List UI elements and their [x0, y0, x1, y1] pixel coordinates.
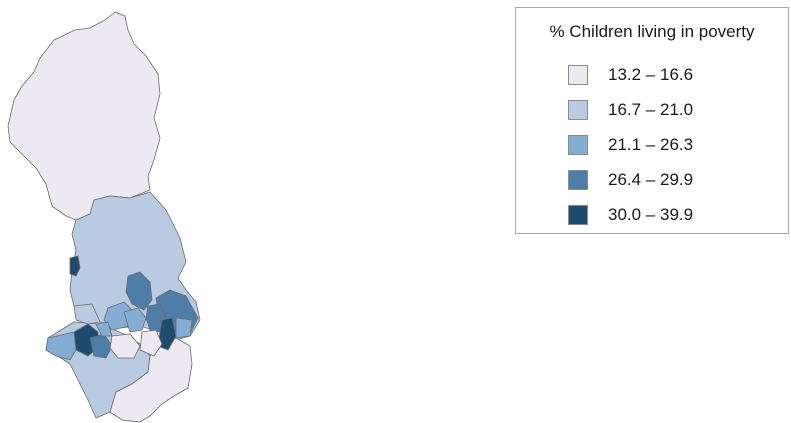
- legend-range-label: 26.4 – 29.9: [608, 170, 694, 189]
- region-coastal-town: [69, 255, 81, 277]
- region-district-a: [125, 271, 153, 311]
- region-district-m: [73, 303, 101, 325]
- region-north: [7, 11, 161, 221]
- region-district-f: [157, 317, 177, 351]
- region-district-g: [139, 329, 163, 357]
- region-district-n: [95, 321, 113, 337]
- legend-swatch: [568, 100, 588, 120]
- legend-range-label: 21.1 – 26.3: [608, 135, 694, 154]
- choropleth-map: [7, 11, 201, 423]
- region-district-k: [45, 331, 77, 361]
- legend-swatch: [568, 170, 588, 190]
- legend-range-label: 16.7 – 21.0: [608, 100, 694, 119]
- region-district-h: [175, 317, 193, 339]
- legend-swatch: [568, 205, 588, 225]
- legend-swatch: [568, 65, 588, 85]
- region-south: [109, 337, 193, 423]
- legend-range-label: 13.2 – 16.6: [608, 65, 694, 84]
- legend-swatch: [568, 135, 588, 155]
- legend: % Children living in poverty 13.2 – 16.6…: [515, 7, 789, 234]
- region-district-l: [109, 333, 141, 359]
- region-district-c: [123, 307, 147, 333]
- legend-title: % Children living in poverty: [549, 22, 755, 41]
- legend-range-label: 30.0 – 39.9: [608, 205, 694, 224]
